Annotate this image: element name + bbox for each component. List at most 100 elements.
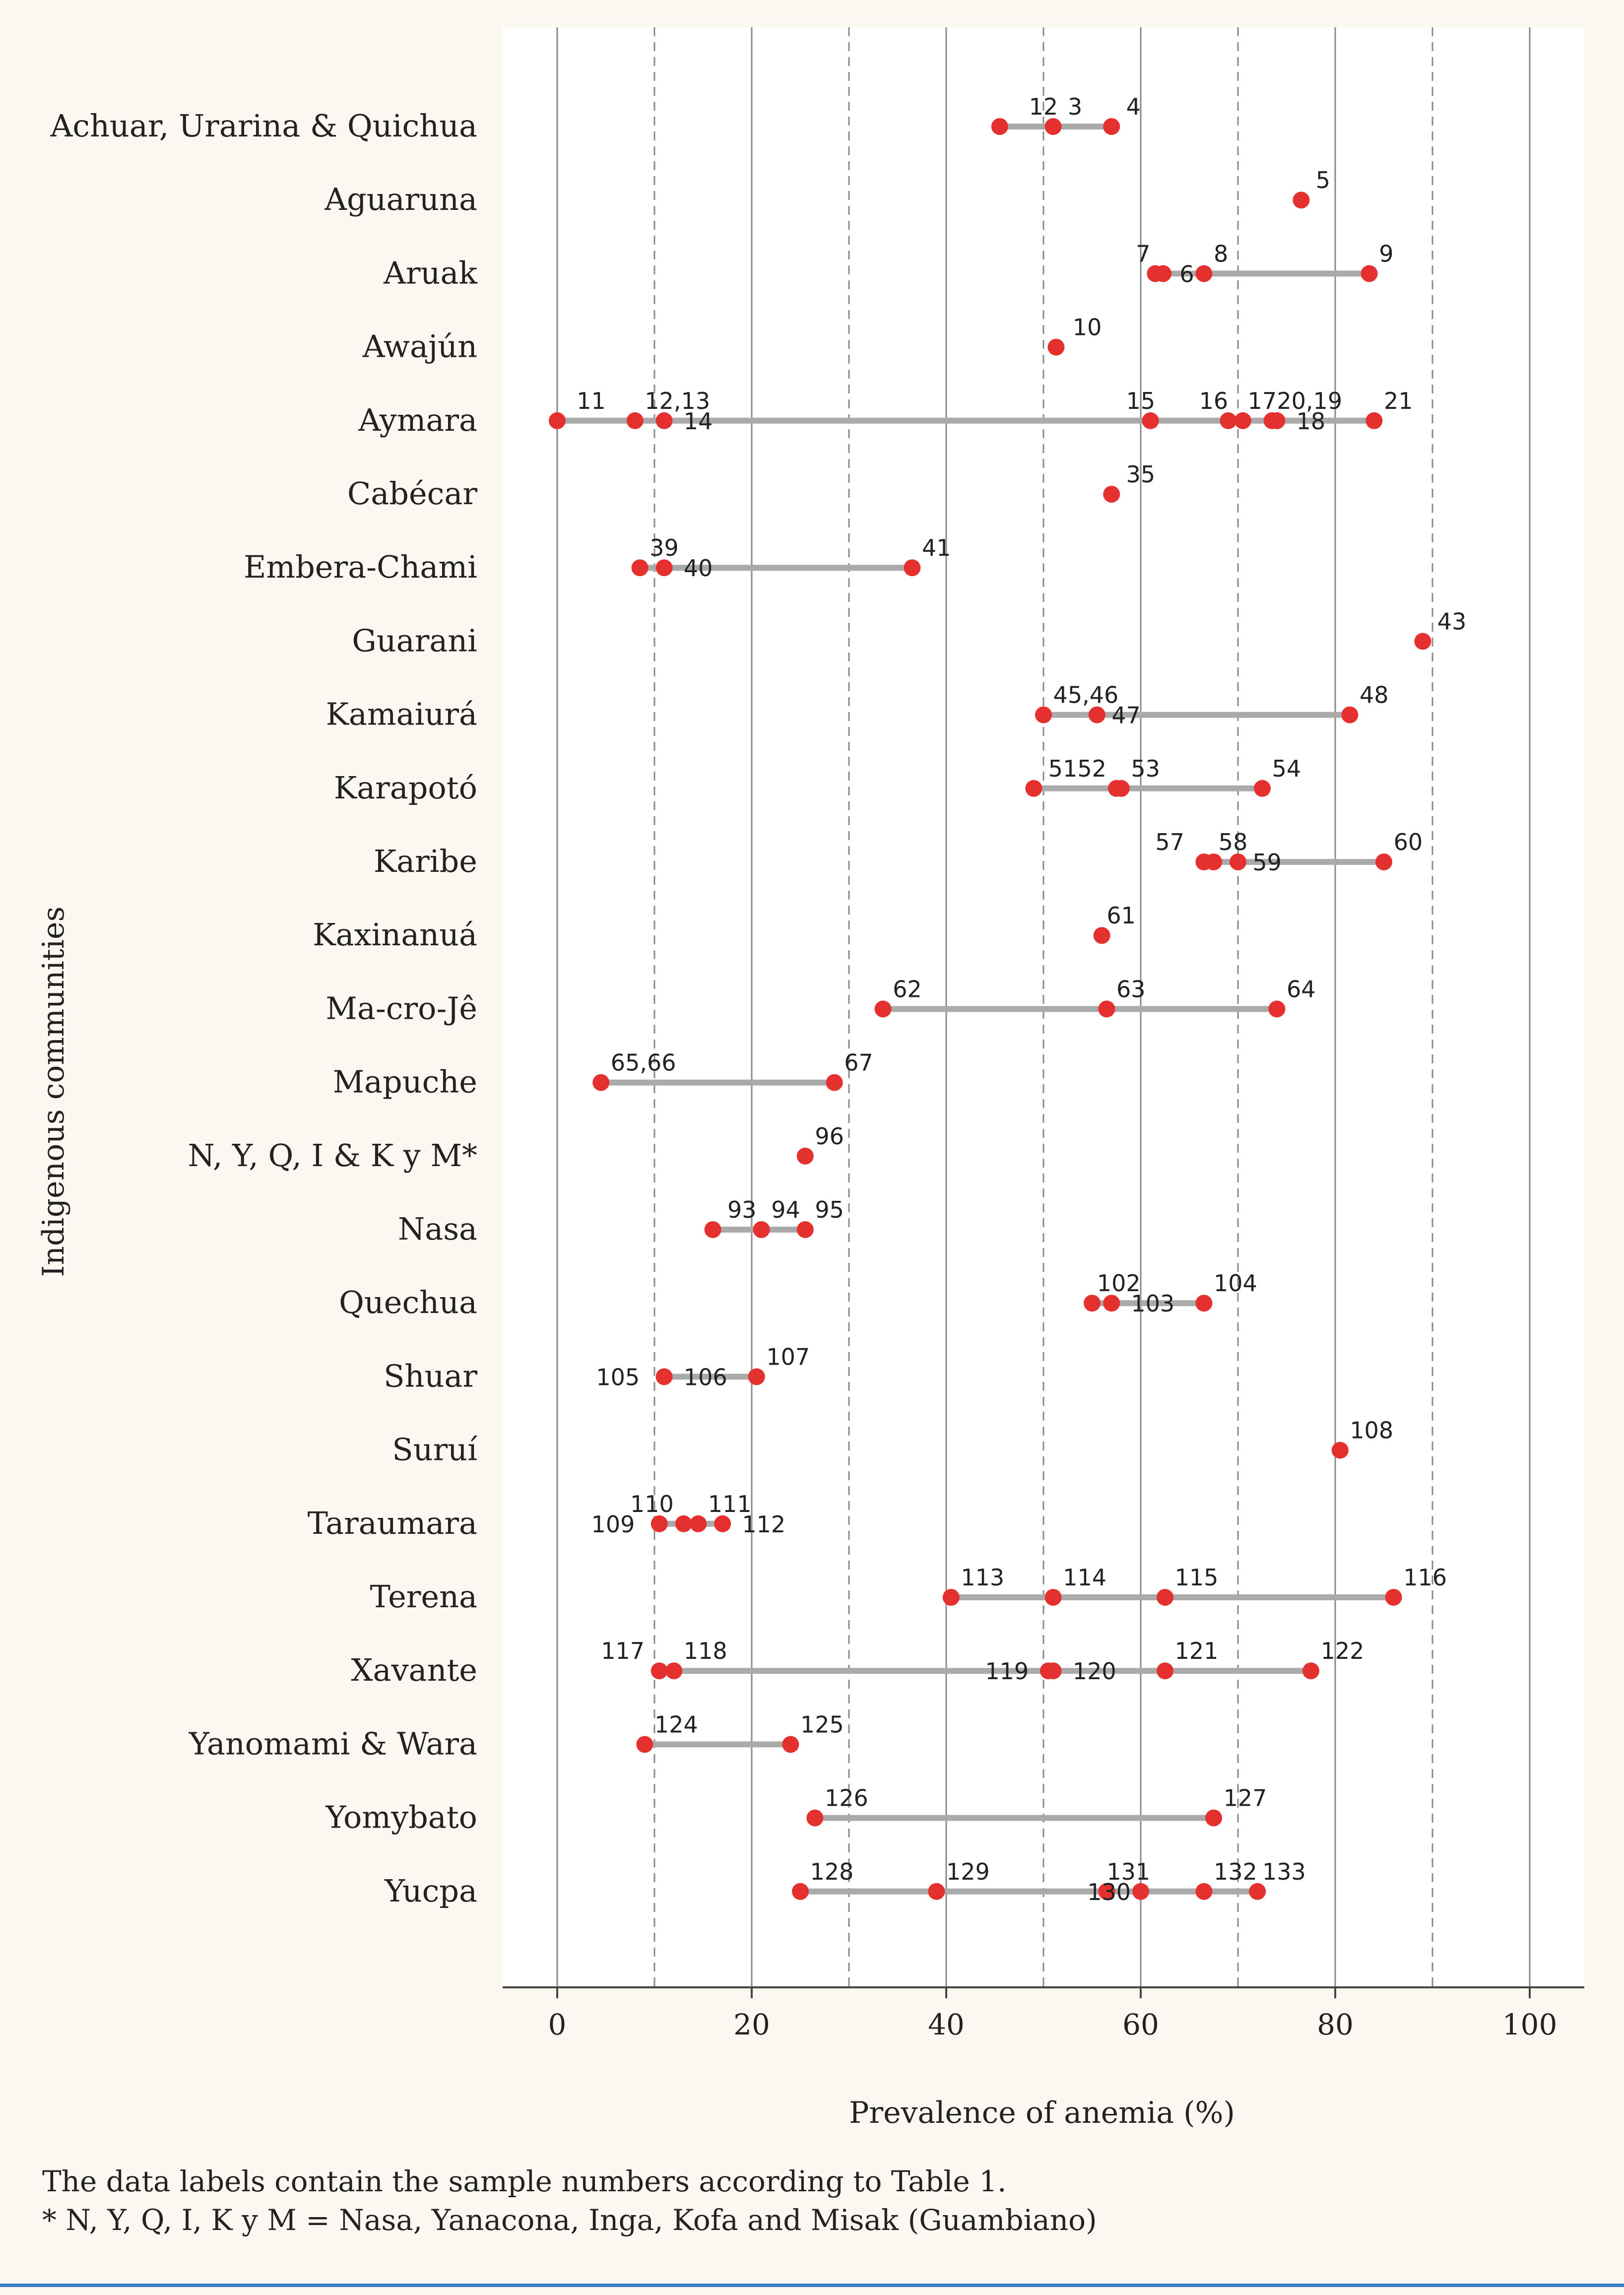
data-label: 116: [1403, 1564, 1447, 1591]
x-tick-label: 20: [733, 2008, 770, 2041]
category-label: Cabécar: [347, 475, 477, 512]
category-label: Suruí: [392, 1432, 478, 1468]
data-point: [796, 1221, 814, 1238]
data-label: 120: [1073, 1658, 1116, 1685]
data-point: [1103, 1295, 1120, 1312]
data-point: [1103, 118, 1120, 135]
data-label: 16: [1199, 388, 1229, 414]
data-point: [1112, 780, 1130, 797]
data-label: 18: [1297, 408, 1326, 435]
data-point: [1132, 1883, 1149, 1900]
data-label: 41: [922, 534, 951, 561]
data-point: [1268, 412, 1286, 429]
data-point: [1195, 1295, 1213, 1312]
data-point: [1084, 1295, 1101, 1312]
data-label: 7: [1136, 240, 1150, 267]
data-point: [626, 412, 644, 429]
data-point: [655, 412, 673, 429]
data-point: [1365, 412, 1383, 429]
data-label: 111: [708, 1491, 752, 1517]
data-label: 132: [1214, 1858, 1257, 1885]
data-label: 64: [1287, 976, 1316, 1002]
data-label: 133: [1262, 1858, 1306, 1885]
category-label: Quechua: [339, 1284, 477, 1320]
data-label: 63: [1116, 976, 1146, 1002]
data-point: [1025, 780, 1042, 797]
data-label: 5: [1316, 167, 1330, 194]
category-label: Xavante: [351, 1652, 477, 1688]
data-label: 127: [1224, 1785, 1267, 1812]
data-label: 107: [766, 1343, 810, 1370]
y-axis-title: Indigenous communities: [36, 907, 71, 1277]
data-label: 15: [1126, 388, 1156, 414]
data-point: [1155, 265, 1172, 282]
data-label: 48: [1360, 682, 1389, 709]
x-tick-label: 40: [928, 2008, 965, 2041]
data-label: 3: [1068, 93, 1082, 120]
data-point: [1044, 118, 1062, 135]
data-label: 103: [1131, 1290, 1174, 1317]
category-label: Taraumara: [308, 1505, 477, 1541]
data-point: [796, 1147, 814, 1165]
category-label: Achuar, Urarina & Quichua: [50, 108, 477, 144]
data-label: 61: [1106, 902, 1136, 929]
data-label: 5152: [1048, 755, 1106, 782]
data-label: 43: [1437, 608, 1467, 635]
data-label: 59: [1252, 849, 1282, 876]
data-point: [1205, 1809, 1222, 1827]
data-point: [1302, 1662, 1319, 1680]
x-axis: 0 20 40 60 80 100: [503, 1986, 1584, 2041]
data-point: [1414, 633, 1431, 650]
category-label: Karapotó: [334, 770, 477, 806]
category-label: Yanomami & Wara: [189, 1725, 477, 1762]
data-point: [1385, 1589, 1402, 1606]
data-point: [1254, 780, 1271, 797]
data-point: [1249, 1883, 1266, 1900]
data-label: 17: [1248, 388, 1277, 414]
data-point: [1220, 412, 1237, 429]
category-label: N, Y, Q, I & K y M*: [188, 1137, 477, 1174]
category-label: Nasa: [398, 1211, 477, 1247]
data-label: 12,13: [645, 388, 710, 414]
data-point: [1230, 853, 1246, 870]
category-label: Aruak: [383, 255, 477, 291]
data-point: [655, 559, 673, 577]
category-label: Embera-Chami: [244, 549, 477, 585]
category-label: Aymara: [358, 402, 477, 438]
data-label: 39: [650, 534, 679, 561]
data-point: [874, 1000, 892, 1018]
data-point: [806, 1809, 824, 1827]
data-label: 105: [596, 1364, 640, 1390]
data-label: 117: [601, 1638, 645, 1664]
data-label: 12: [1029, 93, 1058, 120]
data-label: 118: [684, 1638, 727, 1664]
category-labels: Achuar, Urarina & Quichua Aguaruna Aruak Aw…: [50, 108, 478, 1909]
x-tick-label: 0: [548, 2008, 567, 2041]
data-point: [1044, 1662, 1062, 1680]
range-lines: [557, 124, 1394, 1895]
data-point: [1268, 1000, 1286, 1018]
data-label: 6: [1179, 261, 1194, 287]
data-label: 60: [1394, 829, 1423, 855]
data-label: 122: [1321, 1638, 1364, 1664]
data-point: [753, 1221, 770, 1238]
data-point: [1157, 1589, 1173, 1606]
category-label: Terena: [370, 1578, 477, 1615]
data-label: 45,46: [1053, 682, 1119, 709]
data-label: 10: [1073, 314, 1102, 341]
data-point: [1035, 706, 1052, 723]
data-label: 94: [771, 1196, 800, 1223]
data-label: 121: [1175, 1638, 1219, 1664]
category-label: Shuar: [384, 1358, 477, 1394]
data-point: [748, 1368, 765, 1385]
data-point: [942, 1589, 960, 1606]
data-label: 20,19: [1277, 388, 1342, 414]
data-point: [991, 118, 1008, 135]
data-point: [704, 1221, 721, 1238]
data-label: 131: [1106, 1858, 1150, 1885]
x-axis-title: Prevalence of anemia (%): [849, 2096, 1235, 2130]
data-label: 102: [1097, 1270, 1141, 1297]
data-label: 106: [684, 1364, 727, 1390]
data-label: 58: [1219, 829, 1248, 855]
